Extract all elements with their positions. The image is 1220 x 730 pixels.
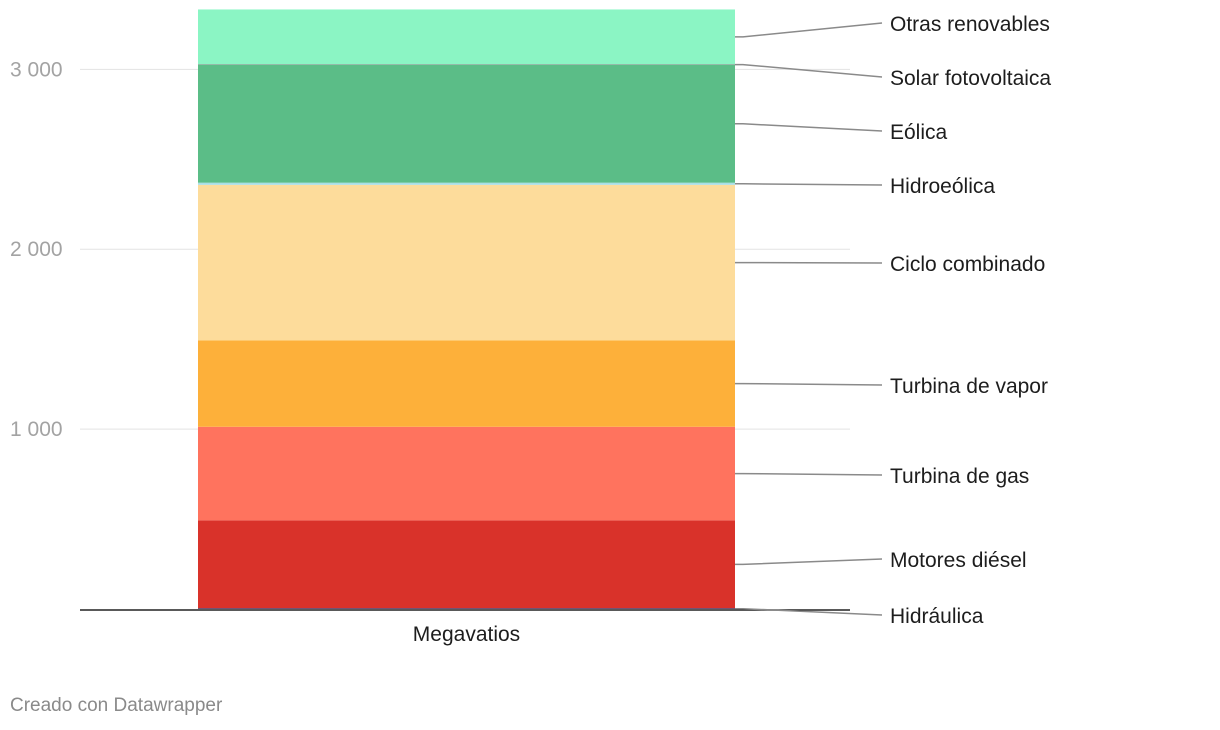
leader-line (735, 63, 883, 78)
bar-segment (198, 63, 735, 65)
leader-line (735, 472, 883, 476)
bar-segment (198, 520, 735, 609)
y-tick-label: 2 000 (10, 238, 63, 261)
x-category-label: Megavatios (413, 623, 520, 646)
leader-line (735, 22, 883, 38)
legend-label: Eólica (890, 121, 948, 144)
bar-segment (198, 426, 735, 521)
legend-label: Motores diésel (890, 549, 1027, 572)
legend-label: Turbina de vapor (890, 375, 1048, 398)
bar-segment (198, 184, 735, 341)
bar-segment (198, 608, 735, 609)
leader-line (735, 558, 883, 566)
bar-segment (198, 9, 735, 65)
leader-line (735, 183, 883, 186)
leader-line (735, 123, 883, 132)
legend-label: Hidroeólica (890, 175, 995, 198)
y-tick-label: 1 000 (10, 418, 63, 441)
legend-label: Hidráulica (890, 605, 984, 628)
legend-labels: Hidráulica Motores diésel Turbina de gas Tu… (735, 13, 1051, 628)
credit-text: Creado con Datawrapper (10, 695, 223, 716)
legend-label: Turbina de gas (890, 465, 1029, 488)
leader-line (735, 382, 883, 386)
legend-label: Solar fotovoltaica (890, 67, 1051, 90)
axes: 1 000 2 000 3 000 Megavatios (10, 58, 850, 646)
y-tick-label: 3 000 (10, 58, 63, 81)
bar-segment (198, 64, 735, 183)
bar-segment (198, 340, 735, 427)
leader-line (735, 607, 883, 616)
legend-label: Otras renovables (890, 13, 1050, 36)
bar-segment (198, 182, 735, 185)
legend-label: Ciclo combinado (890, 253, 1045, 276)
bar-segments (198, 9, 735, 609)
